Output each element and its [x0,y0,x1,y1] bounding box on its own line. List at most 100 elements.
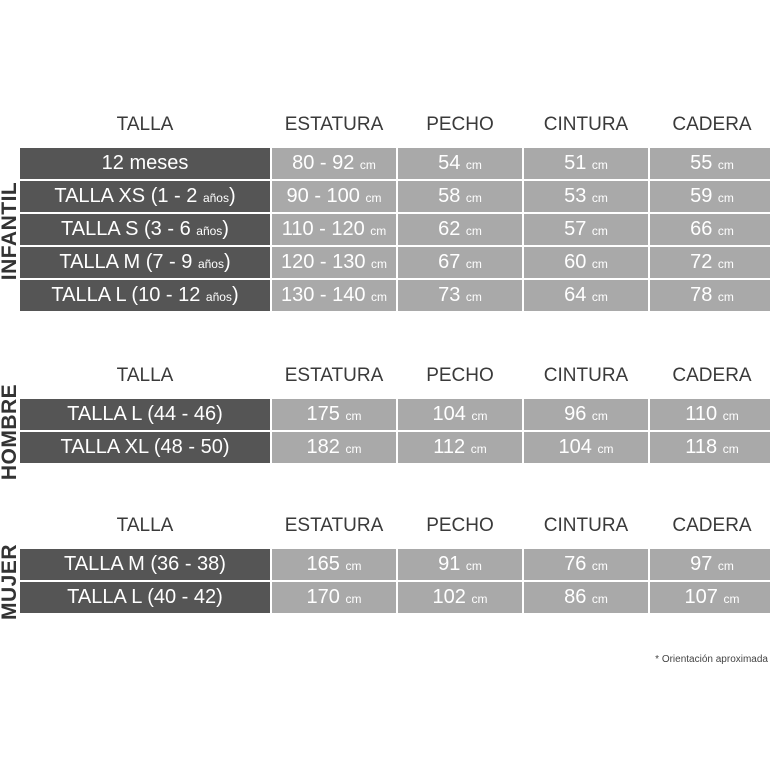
measurement-value: 64 [564,284,587,306]
column-header: CADERA [672,515,752,536]
table-row: TALLA L (44 - 46) 175 cm 104 cm 96 cm 110 cm [0,399,770,430]
measurement-value: 53 [564,185,587,207]
table-row: TALLA S (3 - 6 años) 110 - 120 cm 62 cm 57 … [0,214,770,245]
size-label: TALLA S (3 - 6 años) [20,214,270,245]
measurement-cell: 57 cm [524,214,648,245]
measurement-unit: cm [370,224,387,238]
measurement-cell: 182 cm [272,432,396,463]
measurement-cell: 97 cm [650,549,770,580]
measurement-unit: cm [717,290,734,304]
measurement-unit: cm [591,224,608,238]
measurement-value: 104 [432,403,466,425]
size-label-unit: años [196,224,223,238]
measurement-value: 62 [438,218,461,240]
measurement-cell: 90 - 100 cm [272,181,396,212]
measurement-unit: cm [717,257,734,271]
footnote: * Orientación aproximada [655,654,768,665]
measurement-cell: 102 cm [398,582,522,613]
size-section-mujer: MUJER TALLA ESTATURA PECHO CINTURA CADERA TALL… [0,511,770,620]
table-row: 12 meses 80 - 92 cm 54 cm 51 cm 55 cm [0,148,770,179]
table-row: TALLA L (40 - 42) 170 cm 102 cm 86 cm 107 cm [0,582,770,613]
size-label-end: ) [231,284,239,306]
measurement-cell: 58 cm [398,181,522,212]
size-label-main: TALLA M (7 - 9 [59,251,198,273]
measurement-value: 78 [690,284,713,306]
measurement-cell: 170 cm [272,582,396,613]
measurement-cell: 112 cm [398,432,522,463]
measurement-cell: 86 cm [524,582,648,613]
measurement-cell: 72 cm [650,247,770,278]
size-label-unit: años [205,290,232,304]
table-row: TALLA M (7 - 9 años) 120 - 130 cm 67 cm 60 … [0,247,770,278]
column-header: TALLA [116,365,174,386]
measurement-value: 60 [564,251,587,273]
size-label-end: ) [223,251,231,273]
measurement-value: 102 [432,586,466,608]
size-label-main: TALLA L (40 - 42) [67,586,223,608]
measurement-cell: 130 - 140 cm [272,280,396,311]
measurement-cell: 54 cm [398,148,522,179]
measurement-unit: cm [591,559,608,573]
measurement-unit: cm [359,158,376,172]
measurement-unit: cm [465,158,482,172]
column-header: CINTURA [543,365,629,386]
measurement-value: 67 [438,251,461,273]
column-header: CADERA [672,365,752,386]
size-section-hombre: HOMBRE TALLA ESTATURA PECHO CINTURA CADERA TAL… [0,361,770,480]
measurement-value: 118 [685,436,718,458]
measurement-cell: 104 cm [524,432,648,463]
measurement-unit: cm [465,191,482,205]
measurement-value: 104 [558,436,592,458]
table-row: TALLA L (10 - 12 años) 130 - 140 cm 73 cm 6… [0,280,770,311]
measurement-value: 110 [685,403,718,425]
measurement-cell: 66 cm [650,214,770,245]
measurement-cell: 120 - 130 cm [272,247,396,278]
measurement-value: 165 [306,553,340,575]
measurement-cell: 175 cm [272,399,396,430]
measurement-unit: cm [465,257,482,271]
measurement-value: 90 - 100 [286,185,360,207]
measurement-cell: 55 cm [650,148,770,179]
measurement-unit: cm [465,559,482,573]
column-header: TALLA [116,114,174,135]
column-header: PECHO [426,515,494,536]
measurement-cell: 67 cm [398,247,522,278]
size-label-main: TALLA XS (1 - 2 [54,185,203,207]
measurement-unit: cm [723,592,740,606]
measurement-unit: cm [722,409,739,423]
size-label-main: TALLA M (36 - 38) [64,553,226,575]
measurement-cell: 60 cm [524,247,648,278]
size-label: 12 meses [20,148,270,179]
measurement-cell: 110 cm [650,399,770,430]
measurement-cell: 73 cm [398,280,522,311]
measurement-value: 130 - 140 [280,284,366,306]
measurement-cell: 51 cm [524,148,648,179]
measurement-unit: cm [591,191,608,205]
size-label: TALLA M (7 - 9 años) [20,247,270,278]
size-label: TALLA L (40 - 42) [20,582,270,613]
column-header: TALLA [116,515,174,536]
measurement-unit: cm [465,290,482,304]
measurement-unit: cm [470,442,487,456]
measurement-cell: 107 cm [650,582,770,613]
measurement-cell: 64 cm [524,280,648,311]
measurement-cell: 118 cm [650,432,770,463]
measurement-unit: cm [597,442,614,456]
measurement-cell: 62 cm [398,214,522,245]
measurement-value: 182 [306,436,340,458]
measurement-value: 57 [564,218,587,240]
measurement-cell: 59 cm [650,181,770,212]
measurement-unit: cm [591,158,608,172]
measurement-cell: 104 cm [398,399,522,430]
column-header: ESTATURA [284,515,384,536]
column-header: ESTATURA [284,365,384,386]
measurement-unit: cm [717,158,734,172]
measurement-unit: cm [365,191,382,205]
size-label-unit: años [202,191,229,205]
measurement-value: 97 [690,553,713,575]
measurement-value: 110 - 120 [281,218,365,240]
column-header: PECHO [426,114,494,135]
measurement-value: 59 [690,185,713,207]
measurement-value: 54 [438,152,461,174]
measurement-value: 112 [433,436,466,458]
